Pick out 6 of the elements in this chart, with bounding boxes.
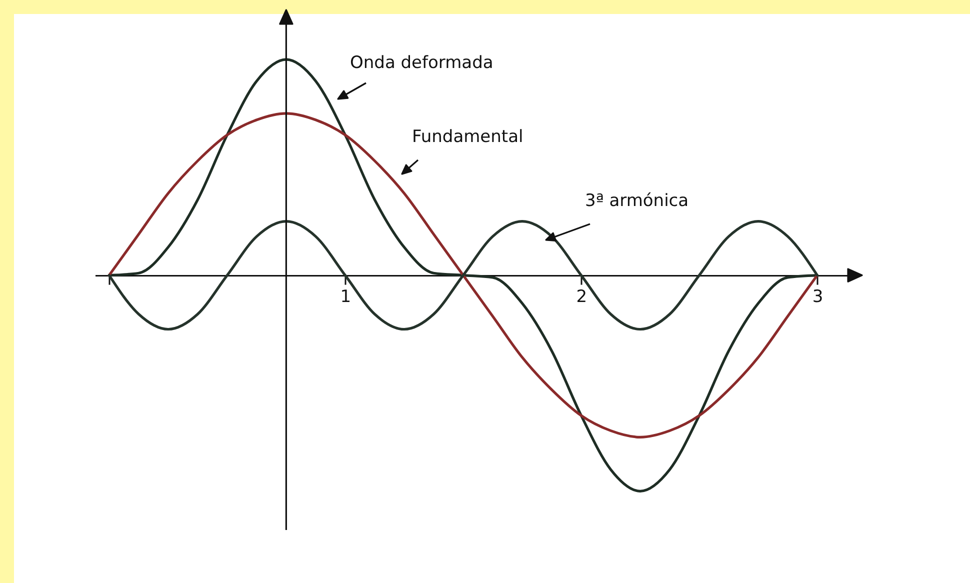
text: 3ª armónica (585, 191, 689, 211)
x-tick-label: 3 (812, 286, 824, 307)
x-tick-label: 2 (576, 286, 588, 307)
series-label: Onda deformada (350, 53, 494, 73)
text: Fundamental (412, 127, 524, 147)
x-tick-label: 1 (340, 286, 352, 307)
